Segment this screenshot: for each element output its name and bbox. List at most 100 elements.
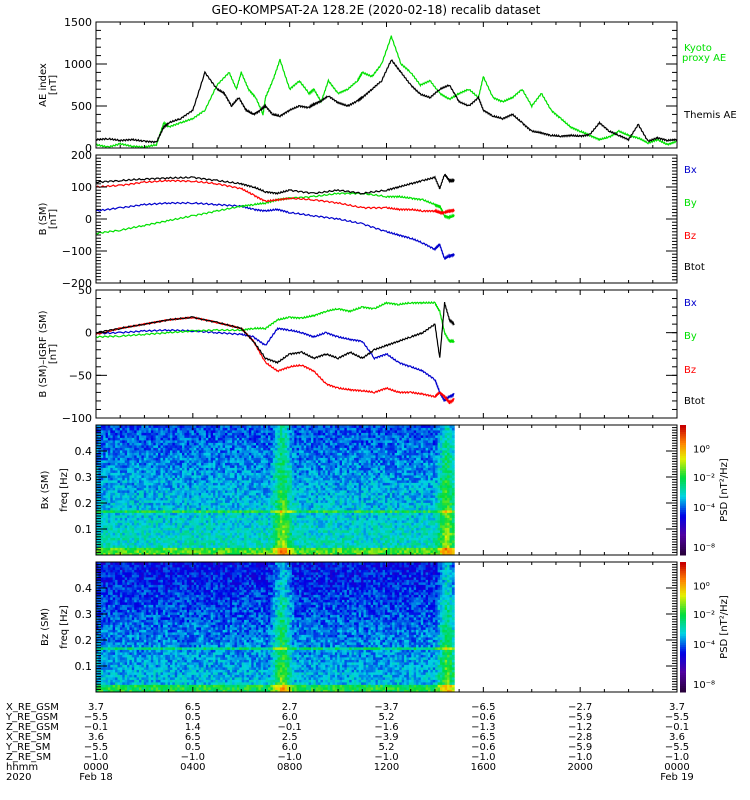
y-axis-unit: freq [Hz] [59,468,70,512]
y-tick-label: 0.1 [75,523,93,536]
y-tick-label: 0.2 [75,634,93,647]
orbit-cell: −0.1 [665,722,689,733]
orbit-cell: 3.6 [88,732,104,743]
panel-spec_bx: 10⁰ 10⁻² 10⁻⁴ 10⁻⁸ PSD [nT²/Hz] 0.1 0.2 0.3 0.4 B… [40,424,730,556]
orbit-cell: −3.7 [374,702,398,713]
orbit-cell: 0800 [277,762,302,773]
y-axis-label: B (SM)–IGRF (SM) [38,310,49,397]
panel-spec_bz: 10⁰ 10⁻² 10⁻⁴ 10⁻⁸ PSD [nT²/Hz] 0.1 0.2 0.3 0.4 B… [40,561,730,693]
colorbar-tick-label: 10⁻⁴ [693,640,715,651]
orbit-cell: −5.5 [84,742,108,753]
orbit-cell: 0400 [180,762,205,773]
legend-btot: Btot [684,396,705,407]
y-tick-label: 0.3 [75,608,93,621]
spectrogram-spec_bz [96,562,455,692]
legend-proxy-ae: proxy AE [682,53,726,64]
orbit-cell: 6.5 [185,702,201,713]
orbit-cell: −1.3 [471,722,495,733]
figure-title: GEO-KOMPSAT-2A 128.2E (2020-02-18) recal… [212,3,541,17]
colorbar-spec_bz: 10⁰ 10⁻² 10⁻⁴ 10⁻⁸ PSD [nT²/Hz] [680,562,730,693]
series-line-btot [96,302,455,365]
y-axis-label: B (SM) [38,202,49,235]
orbit-row-label: X_RE_SM [6,732,51,743]
y-tick-label: −100 [62,245,92,258]
series-line-bz [96,179,455,216]
y-axis-unit: freq [Hz] [59,605,70,649]
orbit-cell: −5.5 [665,712,689,723]
orbit-row-label: Y_RE_GSM [5,712,58,723]
orbit-cell: 2.5 [282,732,298,743]
y-tick-label: −200 [62,277,92,290]
y-tick-label: 100 [71,181,92,194]
orbit-cell: 6.5 [185,732,201,743]
legend-by: By [684,331,697,342]
colorbar-label: PSD [nT²/Hz] [719,458,730,522]
y-axis-unit: [nT] [48,75,59,95]
legend-kyoto: Kyoto [684,43,712,54]
colorbar-tick-label: 10⁻² [693,610,715,621]
y-tick-label: 0.2 [75,497,93,510]
orbit-table: X_RE_GSMY_RE_GSMZ_RE_GSMX_RE_SMY_RE_SMZ_… [5,702,694,783]
orbit-cell: −0.1 [278,722,302,733]
orbit-cell: −5.5 [665,742,689,753]
orbit-row-label: Y_RE_SM [5,742,50,753]
orbit-cell: −0.6 [471,712,495,723]
y-axis-label: Bz (SM) [40,608,51,646]
orbit-cell: 2.7 [282,702,298,713]
series-line-kyoto-proxy-ae [96,35,677,148]
orbit-cell: 0000 [664,762,689,773]
orbit-cell: −1.0 [665,752,689,763]
panel-bigrf: −100 −50 0 50 B (SM)–IGRF (SM) [nT] [38,284,678,425]
y-axis-unit: [nT] [48,344,59,364]
orbit-cell: −2.7 [568,702,592,713]
orbit-cell: −5.9 [568,712,592,723]
y-tick-label: 0.4 [75,445,93,458]
orbit-cell: 2000 [567,762,592,773]
series-line-themis-ae [96,59,677,144]
orbit-cell: Feb 18 [79,772,113,783]
legend-bz: Bz [684,365,696,376]
panel-ae: 0 500 1000 1500 AE index [nT] [38,16,678,155]
orbit-cell: −6.5 [471,702,495,713]
orbit-cell: −0.6 [471,742,495,753]
orbit-cell: 6.0 [282,712,298,723]
orbit-row-label: hhmm [6,762,38,773]
orbit-cell: 3.7 [669,702,685,713]
y-tick-label: 50 [78,284,92,297]
series-line-btot [96,173,455,195]
colorbar-tick-label: 10⁻² [693,473,715,484]
legend-btot: Btot [684,262,705,273]
orbit-cell: 3.6 [669,732,685,743]
y-axis-unit: [nT] [48,209,59,229]
orbit-row-label: Z_RE_GSM [6,722,59,733]
orbit-cell: −1.6 [374,722,398,733]
orbit-cell: 0.5 [185,712,201,723]
panel-bsm: −200 −100 0 100 200 B (SM) [nT] [38,149,678,290]
series-line-bx [96,201,455,260]
y-tick-label: 0.4 [75,582,93,595]
orbit-cell: 1600 [471,762,496,773]
legend-bx: Bx [684,165,697,176]
orbit-cell: −1.0 [568,752,592,763]
y-axis-label: Bx (SM) [40,471,51,510]
colorbar-spec_bx: 10⁰ 10⁻² 10⁻⁴ 10⁻⁸ PSD [nT²/Hz] [680,425,730,556]
plot-frame [95,154,678,284]
colorbar-tick-label: 10⁻⁸ [693,543,715,554]
y-tick-label: 1500 [64,16,92,29]
orbit-cell: −1.0 [278,752,302,763]
orbit-cell: −1.0 [181,752,205,763]
colorbar-tick-label: 10⁰ [693,581,710,592]
orbit-cell: 5.2 [379,712,395,723]
y-tick-label: 0 [85,142,92,155]
y-tick-label: −50 [69,369,92,382]
legend-by: By [684,198,697,209]
y-tick-label: 0 [85,327,92,340]
orbit-cell: 3.7 [88,702,104,713]
orbit-cell: 0.5 [185,742,201,753]
orbit-row-label: Z_RE_SM [6,752,51,763]
y-axis-label: AE index [38,63,49,107]
legend-themis-ae: Themis AE [683,110,737,121]
orbit-cell: −2.8 [568,732,592,743]
